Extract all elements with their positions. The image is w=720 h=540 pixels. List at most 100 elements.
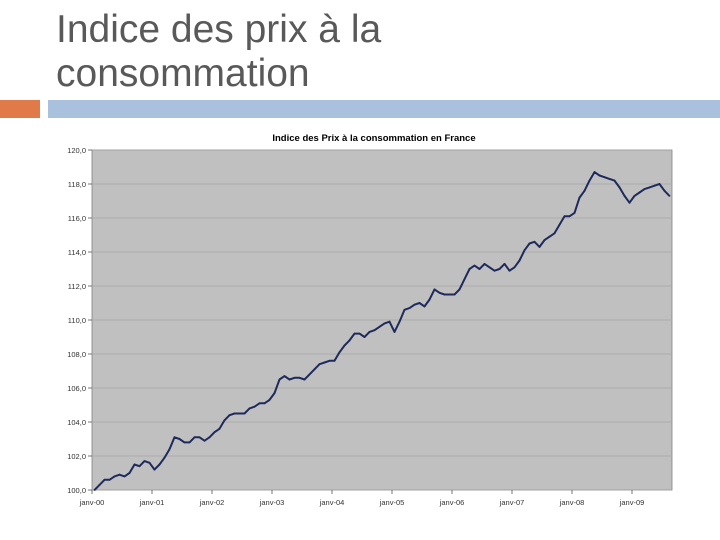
cpi-data-point [198,436,201,439]
cpi-data-point [423,305,426,308]
cpi-data-point [288,378,291,381]
cpi-data-point [663,189,666,192]
cpi-data-point [223,419,226,422]
cpi-data-point [558,223,561,226]
cpi-data-point [93,489,96,491]
cpi-data-point [163,456,166,459]
cpi-data-point [433,288,436,291]
cpi-data-point [523,249,526,252]
y-tick-label: 106,0 [67,384,86,393]
cpi-data-point [328,359,331,362]
cpi-data-point [313,368,316,371]
cpi-data-point [583,189,586,192]
cpi-data-point [458,288,461,291]
cpi-data-point [438,291,441,294]
cpi-data-point [543,239,546,241]
cpi-data-point [483,263,486,265]
cpi-data-point [643,188,646,190]
chart-title: Indice des Prix à la consommation en Fra… [272,133,475,144]
cpi-data-point [318,363,321,366]
cpi-data-point [518,259,521,262]
cpi-data-point [463,278,466,281]
cpi-data-point [368,331,371,333]
y-tick-label: 102,0 [67,452,86,461]
x-tick-label: janv-07 [499,498,525,507]
cpi-data-point [358,332,361,335]
cpi-data-point [298,376,301,379]
cpi-data-point [213,431,216,434]
cpi-data-point [588,179,591,182]
cpi-data-point [373,329,376,332]
cpi-data-point [258,402,261,405]
cpi-data-point [378,325,381,328]
slide-title-line-2: consommation [56,52,310,95]
cpi-data-point [293,376,296,379]
cpi-series-line [93,171,671,491]
accent-bar-blue [48,100,720,118]
cpi-data-point [283,375,286,377]
cpi-data-point [488,266,491,269]
x-tick-label: janv-09 [619,498,645,507]
cpi-data-point [178,438,181,440]
cpi-data-point [273,392,276,394]
cpi-data-point [203,439,206,442]
cpi-data-point [138,465,141,468]
cpi-data-point [108,478,111,481]
x-tick-label: janv-00 [79,498,105,507]
cpi-data-point [413,303,416,306]
cpi-data-point [553,232,556,235]
y-tick-label: 112,0 [68,282,86,291]
cpi-data-point [668,195,671,197]
cpi-data-point [263,402,266,405]
cpi-data-point [473,264,476,267]
cpi-data-point [533,240,536,243]
cpi-data-point [593,171,596,173]
x-tick-label: janv-04 [319,498,345,507]
cpi-data-point [173,436,176,439]
cpi-data-point [338,351,341,354]
cpi-data-point [323,361,326,364]
y-tick-label: 110,0 [68,316,86,325]
cpi-data-point [628,201,631,204]
cpi-data-point [468,268,471,270]
cpi-data-point [478,268,481,270]
cpi-data-point [248,407,251,410]
y-tick-label: 118,0 [68,180,86,189]
x-tick-label: janv-05 [379,498,405,507]
y-tick-label: 116,0 [68,214,86,223]
cpi-data-point [513,266,516,269]
cpi-data-point [398,320,401,323]
y-tick-label: 114,0 [68,248,86,257]
cpi-data-point [308,373,311,376]
cpi-data-point [428,298,431,301]
y-tick-label: 108,0 [67,350,86,359]
cpi-data-point [188,441,191,444]
cpi-data-point [653,184,656,187]
x-tick-label: janv-01 [139,498,165,507]
cpi-data-point [208,436,211,439]
cpi-data-point [133,463,136,466]
x-tick-label: janv-06 [439,498,465,507]
cpi-data-point [443,293,446,296]
cpi-data-point [103,478,106,481]
cpi-data-point [418,302,421,304]
cpi-data-point [333,359,336,362]
cpi-data-point [408,307,411,309]
y-tick-label: 100,0 [67,486,86,495]
y-tick-label: 120,0 [67,146,86,155]
x-axis-ticks: janv-00 janv-01 janv-02 janv-03 janv-04 janv-… [79,490,645,507]
cpi-data-point [503,263,506,265]
cpi-data-point [623,195,626,197]
y-tick-label: 104,0 [67,418,86,427]
cpi-data-point [658,183,661,185]
cpi-data-point [618,186,621,189]
x-tick-label: janv-02 [199,498,225,507]
cpi-data-point [233,412,236,415]
cpi-data-point [153,468,156,471]
cpi-data-point [218,427,221,430]
cpi-data-point [538,246,541,248]
cpi-data-point [568,215,571,218]
cpi-data-point [113,475,116,478]
cpi-data-point [183,441,186,444]
cpi-data-point [608,178,611,180]
